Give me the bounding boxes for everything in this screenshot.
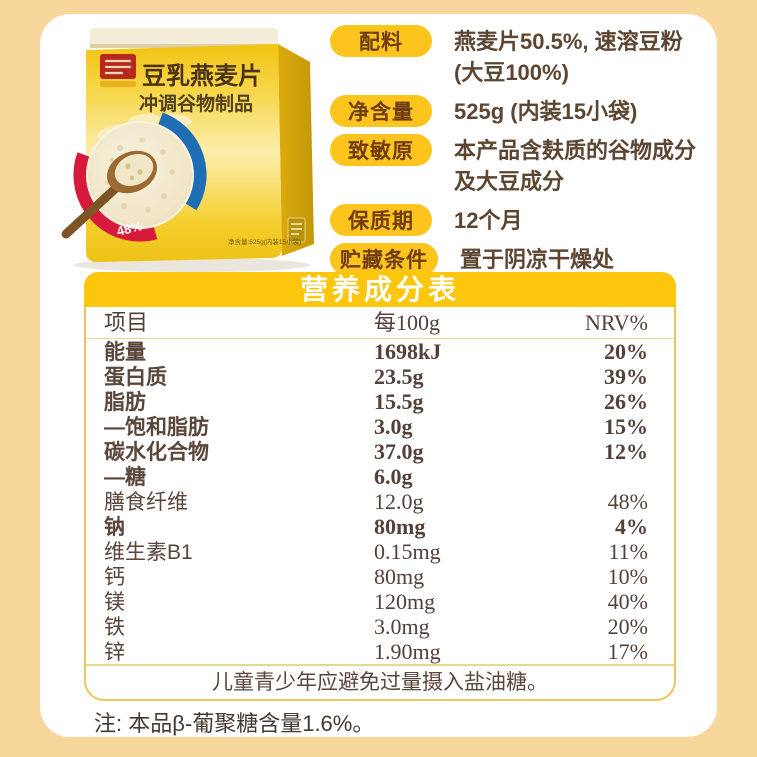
table-row-carbohydrate: 碳水化合物 37.0g 12%: [86, 439, 674, 464]
row-item: 脂肪: [104, 391, 146, 414]
table-row-protein: 蛋白质 23.5g 39%: [86, 364, 674, 389]
table-row-dietary-fiber: 膳食纤维 12.0g 48%: [86, 489, 674, 514]
table-row-zinc: 锌 1.90mg 17%: [86, 639, 674, 664]
row-nrv: 12%: [604, 439, 648, 464]
row-value: 1.90mg: [374, 639, 441, 664]
table-row-magnesium: 镁 120mg 40%: [86, 589, 674, 614]
ingredients-label-pill: 配料: [330, 25, 432, 57]
bag-top-seal: [90, 28, 278, 48]
blue-ribbon-arc: [158, 112, 207, 211]
row-value: 12.0g: [374, 489, 424, 514]
table-row-iron: 铁 3.0mg 20%: [86, 614, 674, 639]
row-item: 蛋白质: [104, 366, 167, 389]
net-content-label-pill: 净含量: [330, 95, 432, 127]
allergen-value: 本产品含麸质的谷物成分及大豆成分: [454, 138, 697, 194]
row-nrv: 11%: [608, 539, 648, 564]
row-nrv: 10%: [607, 564, 648, 589]
header-nrv: NRV%: [584, 310, 648, 335]
row-value: 6.0g: [374, 464, 413, 489]
row-nrv: 48%: [607, 489, 648, 514]
row-nrv: 17%: [607, 639, 648, 664]
nutrition-table-title: 营养成分表: [84, 272, 676, 307]
table-row-energy: 能量 1698kJ 20%: [86, 339, 674, 364]
product-info-list: 配料 燕麦片50.5%, 速溶豆粉 (大豆100%) 净含量 525g (内装1…: [330, 25, 712, 275]
wooden-spoon: [61, 150, 158, 239]
row-value: 120mg: [374, 589, 436, 614]
info-row-storage: 贮藏条件 置于阴凉干燥处: [330, 243, 712, 275]
row-item: 钙: [104, 566, 125, 589]
row-item: 铁: [104, 616, 125, 639]
package-net-weight-text: 净含量:525g(内装15小袋): [228, 237, 301, 246]
bag-shadow: [74, 258, 310, 272]
info-row-allergen: 致敏原 本产品含麸质的谷物成分及大豆成分: [330, 134, 712, 197]
row-item: 镁: [104, 591, 125, 614]
beta-glucan-note: 注: 本品β-葡聚糖含量1.6%。: [94, 711, 375, 736]
row-item: 膳食纤维: [104, 491, 188, 514]
row-nrv: 40%: [607, 589, 648, 614]
row-nrv: 15%: [604, 414, 648, 439]
package-subtitle: 冲调谷物制品: [139, 92, 253, 115]
row-value: 0.15mg: [374, 539, 441, 564]
storage-value: 置于阴凉干燥处: [460, 247, 615, 272]
info-row-net-content: 净含量 525g (内装15小袋): [330, 95, 712, 127]
table-row-sugar: —糖 6.0g: [86, 464, 674, 489]
table-row-saturated-fat: —饱和脂肪 3.0g 15%: [86, 414, 674, 439]
bag-seal-fold: [90, 44, 278, 48]
package-title: 豆乳燕麦片: [142, 62, 262, 90]
info-row-shelf-life: 保质期 12个月: [330, 204, 712, 236]
allergen-label-pill: 致敏原: [330, 134, 432, 166]
shelf-life-value: 12个月: [454, 208, 523, 233]
storage-label-pill: 贮藏条件: [330, 243, 438, 275]
row-nrv: 39%: [604, 364, 648, 389]
product-package-image: 豆乳燕麦片 冲调谷物制品: [60, 20, 322, 274]
row-item: 碳水化合物: [104, 441, 209, 464]
table-row-fat: 脂肪 15.5g 26%: [86, 389, 674, 414]
row-value: 37.0g: [374, 439, 424, 464]
nutrition-table-body: 项目 每100g NRV% 能量 1698kJ 20% 蛋白质 23.5g 39…: [84, 307, 676, 701]
row-value: 80mg: [374, 564, 425, 589]
table-row-vitamin-b1: 维生素B1 0.15mg 11%: [86, 539, 674, 564]
row-value: 3.0mg: [374, 614, 430, 639]
red-ribbon-arc: [73, 152, 158, 242]
info-row-ingredients: 配料 燕麦片50.5%, 速溶豆粉 (大豆100%): [330, 25, 712, 88]
brand-logo-icon: [100, 54, 136, 87]
row-nrv: 26%: [604, 389, 648, 414]
row-item: —糖: [104, 466, 146, 489]
gusset-logo-lines: [291, 223, 302, 235]
header-item: 项目: [104, 310, 149, 335]
row-value: 23.5g: [374, 364, 424, 389]
row-item: 能量: [104, 341, 146, 364]
row-nrv: 4%: [615, 514, 648, 539]
nutrition-header-row: 项目 每100g NRV%: [86, 307, 674, 339]
row-item: 钠: [104, 516, 125, 539]
header-per100g: 每100g: [374, 310, 441, 335]
nutrition-footer-note: 儿童青少年应避免过量摄入盐油糖。: [86, 664, 674, 699]
row-item: 维生素B1: [104, 541, 193, 564]
ingredients-value: 燕麦片50.5%, 速溶豆粉 (大豆100%): [454, 29, 683, 85]
row-item: —饱和脂肪: [104, 416, 209, 439]
row-value: 3.0g: [374, 414, 413, 439]
content-card: 豆乳燕麦片 冲调谷物制品: [40, 14, 717, 737]
shelf-life-label-pill: 保质期: [330, 204, 432, 236]
row-value: 1698kJ: [374, 339, 442, 364]
row-value: 15.5g: [374, 389, 424, 414]
row-nrv: 20%: [607, 614, 648, 639]
row-value: 80mg: [374, 514, 426, 539]
package-illustration: 豆乳燕麦片 冲调谷物制品: [61, 28, 314, 272]
net-content-value: 525g (内装15小袋): [454, 99, 638, 124]
row-nrv: 20%: [604, 339, 648, 364]
table-row-calcium: 钙 80mg 10%: [86, 564, 674, 589]
row-item: 锌: [104, 641, 125, 664]
fiber-percent-badge: 48%: [115, 218, 144, 239]
table-row-sodium: 钠 80mg 4%: [86, 514, 674, 539]
nutrition-table: 营养成分表 项目 每100g NRV% 能量 1698kJ 20% 蛋白质 23…: [84, 272, 676, 701]
bag-side-gusset: [278, 44, 314, 256]
